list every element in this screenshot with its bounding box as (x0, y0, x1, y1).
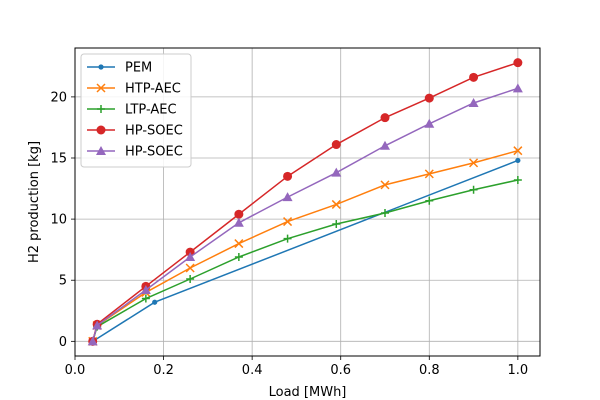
data-point (512, 83, 523, 93)
legend-label: HP-SOEC (125, 145, 183, 160)
data-point (380, 180, 390, 190)
data-point (186, 275, 195, 283)
y-tick-label: 20 (50, 90, 67, 105)
data-point (152, 299, 158, 305)
data-point (424, 93, 434, 103)
plot-frame (74, 47, 541, 357)
data-point (282, 192, 293, 202)
data-point (513, 58, 523, 68)
legend-label: HTP-AEC (125, 82, 181, 97)
legend-marker (98, 64, 104, 70)
x-tick-label: 1.0 (508, 363, 529, 378)
x-tick-label: 0.4 (242, 363, 263, 378)
data-point (468, 98, 479, 107)
data-point (513, 176, 522, 184)
y-tick-label: 0 (59, 335, 67, 350)
data-point (233, 217, 244, 227)
legend-label: PEM (125, 61, 152, 76)
grid-layer (74, 48, 540, 356)
data-point (140, 285, 151, 294)
legend-marker (96, 146, 106, 155)
x-axis-label: Load [MWh] (269, 385, 347, 400)
tick-layer: 0.0 0.2 0.4 0.6 0.8 1.0 0 5 10 15 20 (50, 90, 528, 378)
data-point (469, 158, 479, 168)
x-tick-label: 0.0 (65, 363, 86, 378)
x-tick-label: 0.2 (153, 363, 174, 378)
data-point (332, 220, 341, 228)
data-point (425, 196, 434, 205)
data-point (331, 167, 342, 177)
data-point (283, 171, 293, 181)
series-4 (87, 83, 523, 346)
data-point (87, 336, 98, 346)
data-point (380, 113, 390, 123)
data-point (515, 157, 521, 164)
data-point (380, 140, 390, 150)
legend-box (80, 53, 192, 168)
legend-item: HTP-AEC (87, 82, 181, 97)
legend-label: LTP-AEC (125, 103, 177, 118)
data-point (469, 72, 479, 82)
data-point (381, 209, 389, 217)
legend-item: HP-SOEC (87, 124, 183, 139)
legend: PEM HTP-AEC LTP-AEC HP-SOEC HP-SOEC (80, 53, 192, 168)
data-point (141, 294, 150, 303)
legend-item: PEM (87, 61, 152, 76)
y-tick-label: 5 (59, 274, 67, 289)
legend-item: LTP-AEC (87, 103, 177, 118)
y-axis-label: H2 production [kg] (27, 141, 42, 263)
data-point (185, 263, 195, 273)
data-point (234, 239, 244, 249)
data-point (424, 118, 435, 128)
legend-marker (97, 105, 105, 113)
data-point (283, 234, 292, 243)
y-tick-label: 15 (50, 152, 67, 167)
y-tick-label: 10 (50, 213, 67, 228)
legend-marker (96, 83, 106, 93)
data-point (469, 185, 478, 194)
data-point (331, 199, 341, 209)
data-point (92, 320, 103, 330)
legend-marker (96, 125, 106, 135)
data-point (331, 140, 341, 150)
data-point (424, 169, 434, 179)
x-tick-label: 0.6 (330, 363, 351, 378)
data-point (283, 217, 293, 227)
data-point (234, 253, 243, 261)
data-point (513, 146, 523, 156)
data-point (234, 209, 244, 219)
legend-label: HP-SOEC (125, 124, 183, 139)
data-point (185, 252, 196, 261)
x-tick-label: 0.8 (419, 363, 440, 378)
legend-item: HP-SOEC (87, 145, 183, 160)
series-layer (87, 58, 523, 346)
